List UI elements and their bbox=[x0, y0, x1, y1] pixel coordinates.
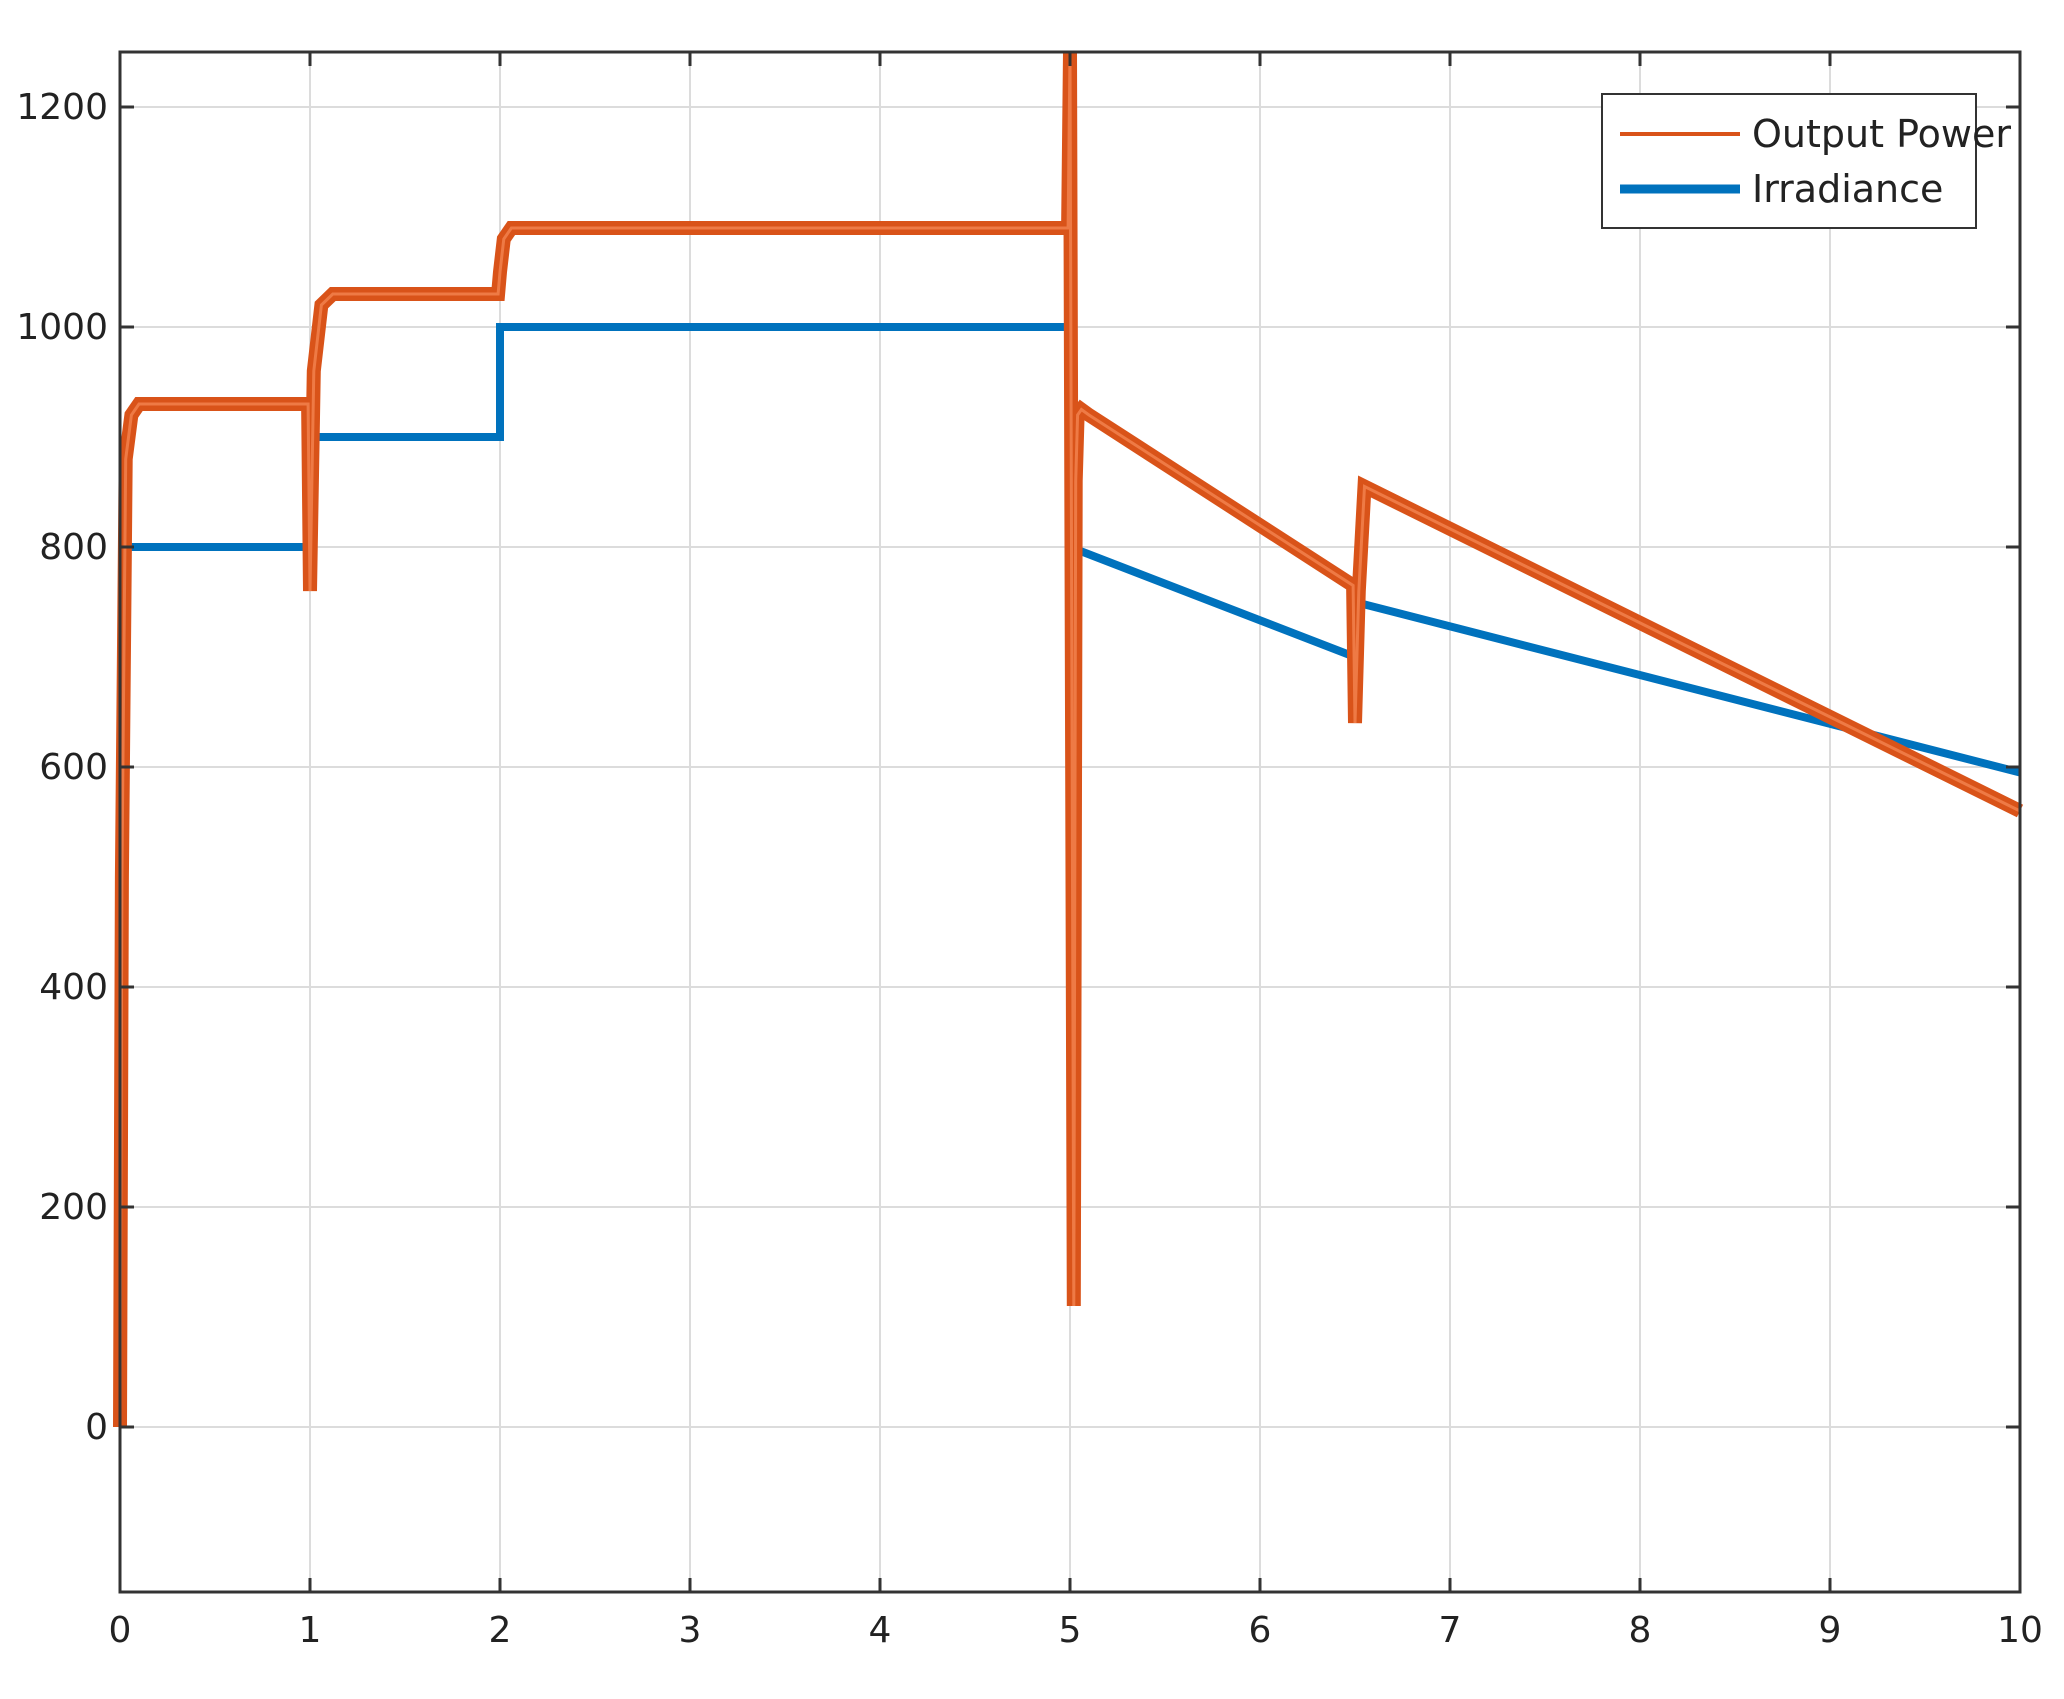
axis-ticks: 0 1 2 3 4 5 6 7 8 9 10 0 200 400 600 800 1000 1200 bbox=[16, 52, 2043, 1651]
legend-label-output-power: Output Power bbox=[1752, 112, 2011, 156]
y-tick-label: 800 bbox=[39, 527, 108, 568]
x-tick-label: 4 bbox=[869, 1610, 892, 1651]
x-tick-label: 10 bbox=[1997, 1610, 2043, 1651]
y-tick-label: 200 bbox=[39, 1187, 108, 1228]
x-tick-label: 7 bbox=[1439, 1610, 1462, 1651]
y-tick-label: 1000 bbox=[16, 307, 108, 348]
x-tick-label: 9 bbox=[1819, 1610, 1842, 1651]
y-tick-label: 600 bbox=[39, 747, 108, 788]
x-tick-label: 5 bbox=[1059, 1610, 1082, 1651]
legend-box bbox=[1601, 93, 1977, 229]
x-tick-label: 0 bbox=[109, 1610, 132, 1651]
y-tick-label: 1200 bbox=[16, 87, 108, 128]
y-tick-label: 0 bbox=[85, 1407, 108, 1448]
x-tick-label: 1 bbox=[299, 1610, 322, 1651]
x-tick-label: 2 bbox=[489, 1610, 512, 1651]
series-line-output-power-highlight bbox=[118, 51, 2021, 1428]
legend: Output Power Irradiance bbox=[1601, 93, 2011, 229]
legend-label-irradiance: Irradiance bbox=[1752, 167, 1943, 211]
x-tick-label: 6 bbox=[1249, 1610, 1272, 1651]
x-tick-label: 8 bbox=[1629, 1610, 1652, 1651]
series-lines bbox=[113, 51, 2024, 1428]
y-tick-label: 400 bbox=[39, 967, 108, 1008]
x-tick-label: 3 bbox=[679, 1610, 702, 1651]
